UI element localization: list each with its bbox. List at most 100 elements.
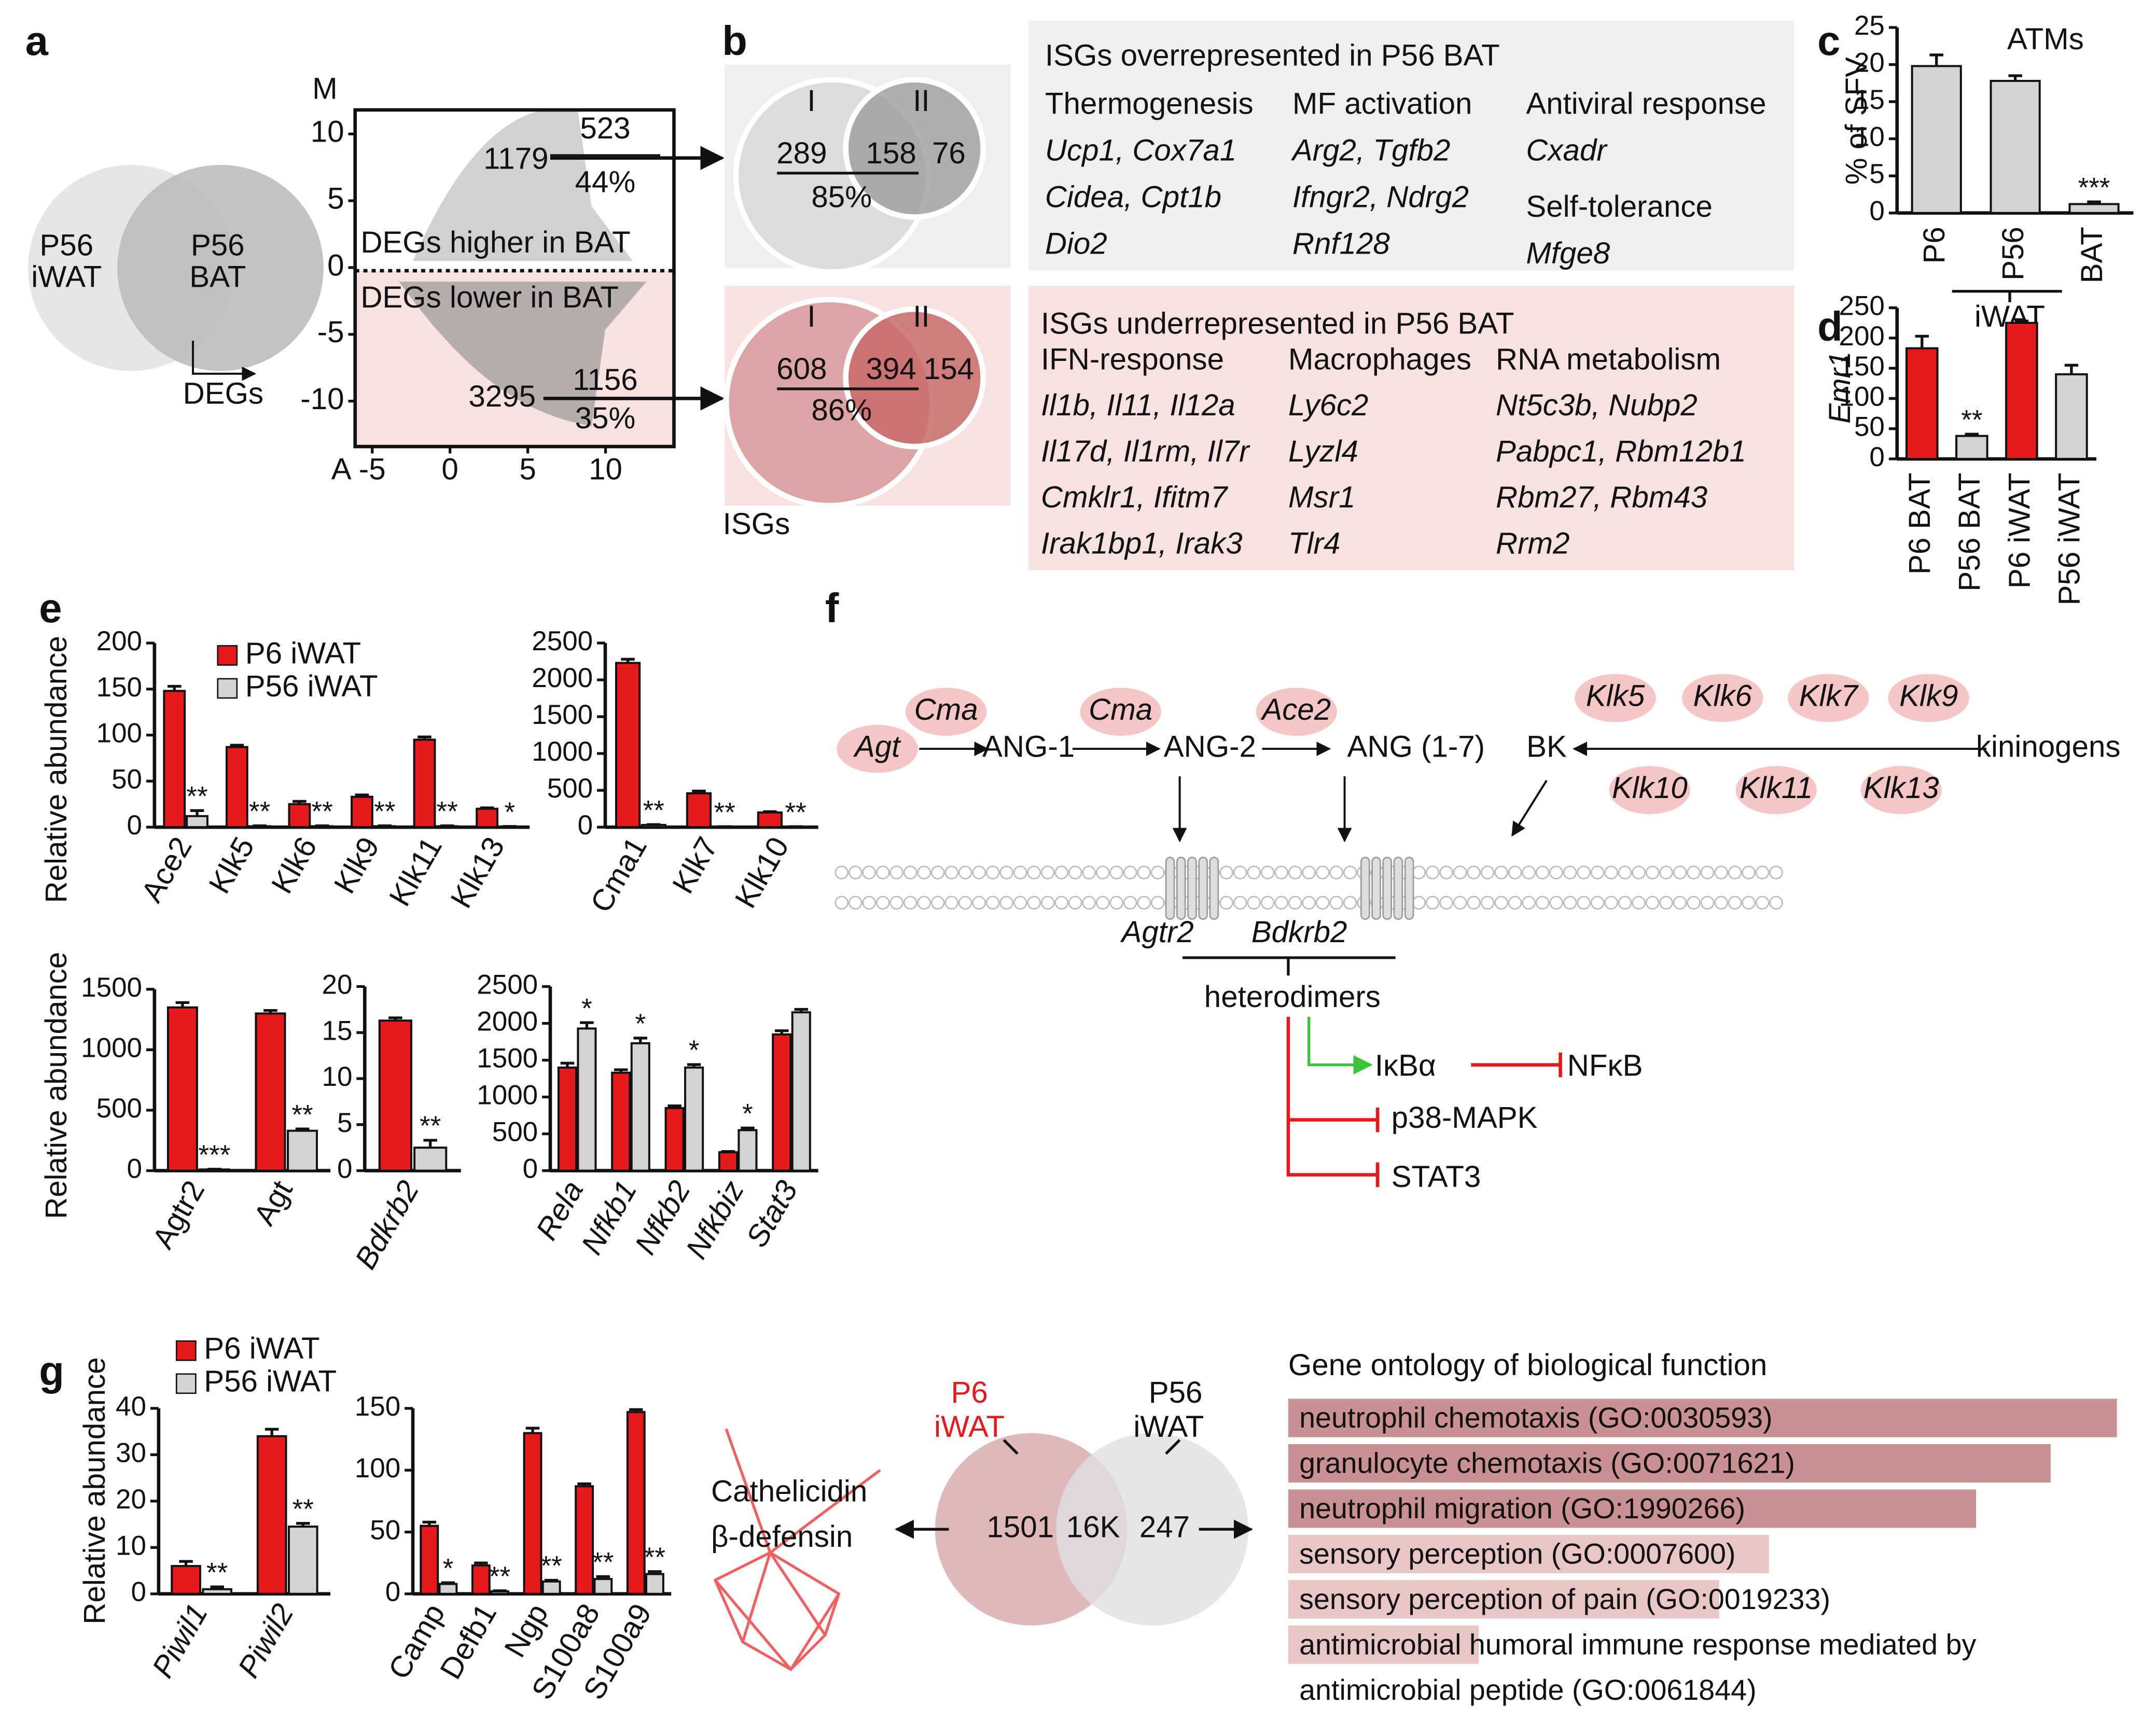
lipid [1522,865,1536,879]
x-tick-label: 5 [519,452,536,486]
annotation: ** [437,796,458,827]
label: heterodimers [1204,980,1381,1014]
lipid [1687,865,1701,879]
lipid [1302,865,1316,879]
axis-label: % of SFV [1840,57,1873,185]
x-tick-label: Klk5 [202,831,261,899]
y-tick-label: 1000 [81,1032,142,1063]
lipid [1632,896,1646,910]
error-bar [263,1009,277,1014]
lipid [1618,865,1632,879]
x-tick-label: Klk13 [444,831,511,914]
lipid [1632,865,1646,879]
pathway [919,742,1986,1187]
label: 86% [811,393,872,427]
x-tick-label: Ace2 [135,831,199,908]
bar [626,1411,646,1595]
bar [1990,80,2041,214]
lipid [1659,865,1673,879]
y-tick-label: 1500 [81,972,142,1003]
x-tick-label: 0 [441,452,458,486]
annotation: * [689,1035,700,1066]
annotation: ** [293,1494,314,1525]
annotation: ** [785,797,806,828]
y-tick-label: 20 [116,1484,146,1515]
bar [577,1027,597,1172]
x-tick-label: Klk6 [265,831,324,899]
error-bar [648,1570,662,1574]
network [713,1428,881,1671]
bar-label: sensory perception (GO:0007600) [1299,1539,1736,1571]
venn-circle [843,306,986,450]
lipid [1590,896,1605,910]
lipid [1535,896,1550,910]
gene: Mfge8 [1526,236,1610,270]
bar [575,1485,594,1595]
lipid [958,896,972,910]
error-bar [741,1126,755,1130]
receptor [1187,857,1197,920]
bar [225,746,248,829]
y-tick-label: 50 [370,1515,400,1545]
lipid [1137,865,1151,879]
arrow [192,341,257,381]
leader [1165,1439,1181,1455]
lipid [1233,896,1247,910]
annotation: ** [592,1547,614,1577]
bar [351,795,373,829]
y-tick-label: 10 [116,1530,146,1561]
x-tick-label: Klk10 [729,831,796,914]
lipid [1343,865,1357,879]
panel-label: c [1817,18,1840,64]
legend-label: P6 iWAT [245,636,361,670]
bar [757,811,783,829]
bar [256,1435,287,1595]
x-tick-label: BAT [2075,227,2109,283]
y-tick-label: 40 [116,1391,146,1422]
label: DEGs higher in BAT [360,226,630,259]
x-tick-label: Klk9 [327,831,386,899]
x-tick-label: Agtr2 [146,1175,211,1254]
label: IκBα [1375,1048,1436,1082]
lipid [1054,896,1068,910]
y-tick-label: 2000 [532,663,593,693]
error-bar [179,1560,193,1567]
label: I [807,300,815,333]
lipid [1274,865,1288,879]
enzyme [1859,764,1943,816]
lipid [1467,865,1481,879]
enzyme [835,723,920,775]
bar [615,662,641,829]
y-tick-label: 5 [1869,159,1884,189]
y-tick-label: 200 [1839,321,1885,352]
bar [593,1578,613,1595]
label: P56 [191,228,245,262]
annotation: ** [541,1551,562,1582]
bar [476,807,498,829]
error-bar [293,800,307,804]
label: P56 [39,228,93,262]
receptor [1198,857,1208,920]
error-bar [794,1008,809,1013]
label: Cathelicidin [711,1475,867,1508]
bar [791,1011,811,1172]
lipid [1233,865,1247,879]
bar [255,1012,286,1172]
bar-label: granulocyte chemotaxis (GO:0071621) [1299,1448,1795,1480]
y-tick-label: 100 [1839,381,1885,412]
error-bar [1915,334,1929,348]
x-tick-label: Nfkb1 [575,1175,643,1260]
bar [166,1006,198,1172]
error-bar [596,1575,610,1579]
x-tick-label: Klk11 [383,831,449,912]
bar [2005,321,2038,460]
label-box: sensory perception (GO:0007600) [1299,1539,1736,1571]
error-bar [629,1408,643,1413]
label: p38-MAPK [1392,1101,1538,1135]
annotation: ** [420,1111,441,1141]
bar [288,803,311,829]
venn-circle [1056,1433,1249,1626]
lipid [1769,896,1783,910]
enzyme [1786,673,1871,724]
gene: Ly6c2 [1288,388,1368,422]
